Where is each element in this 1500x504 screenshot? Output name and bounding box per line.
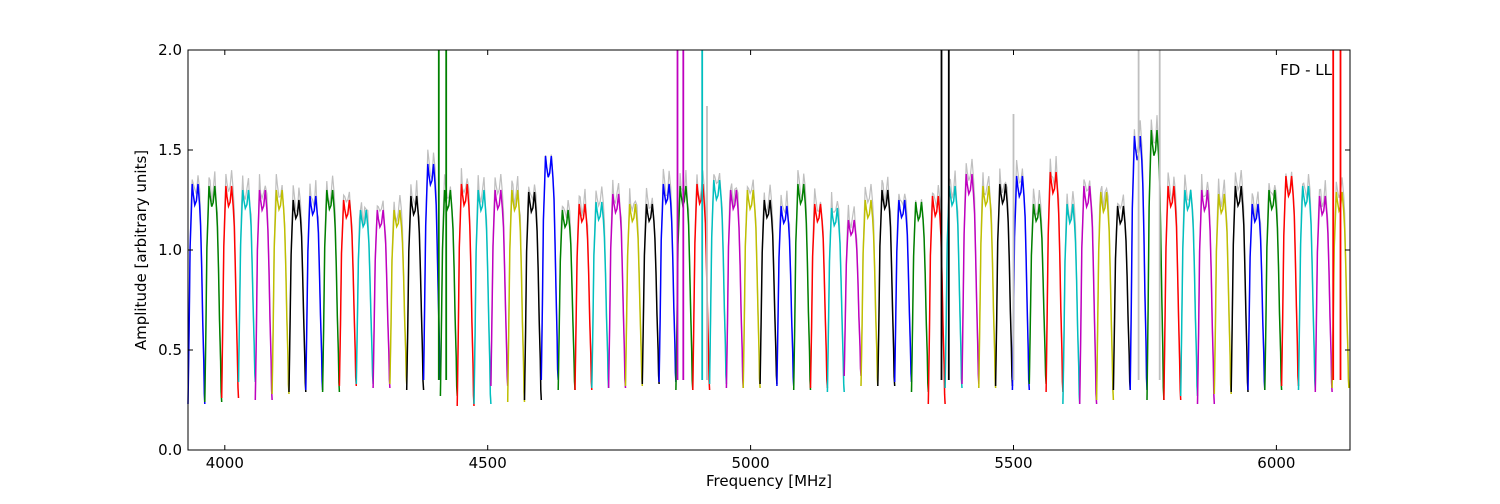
channel-trace	[826, 207, 845, 393]
channel-trace	[321, 189, 341, 393]
channel-trace	[708, 179, 728, 385]
channel-trace	[220, 185, 240, 399]
y-tick-label: 0.5	[158, 341, 182, 359]
channel-trace	[1196, 189, 1216, 405]
channel-trace	[624, 203, 644, 387]
channel-trace	[1280, 175, 1300, 387]
channel-trace	[1028, 203, 1047, 385]
channel-trace	[607, 193, 627, 389]
channel-trace	[490, 189, 509, 387]
rfi-spike-layer	[437, 50, 1342, 380]
channel-trace	[305, 195, 324, 391]
channel-trace	[1230, 185, 1249, 393]
channel-trace	[1213, 193, 1232, 395]
channel-trace	[1163, 185, 1182, 401]
channel-trace	[944, 185, 963, 389]
y-tick-label: 1.0	[158, 241, 182, 259]
channel-trace	[187, 183, 206, 405]
channel-trace	[978, 185, 997, 389]
channel-trace	[1011, 175, 1031, 391]
channel-trace	[574, 203, 593, 391]
channel-trace	[591, 201, 610, 389]
channel-trace	[927, 195, 946, 405]
channel-series-layer	[187, 129, 1350, 407]
x-tick-label: 4500	[469, 454, 507, 472]
channel-trace	[271, 189, 290, 395]
channel-trace	[204, 185, 223, 403]
y-tick-label: 0.0	[158, 441, 182, 459]
y-axis-ticks: 0.0 0.5 1.0 1.5 2.0	[158, 41, 1350, 459]
channel-trace	[473, 189, 492, 405]
channel-trace	[809, 203, 829, 389]
channel-trace	[557, 209, 576, 391]
channel-trace	[355, 209, 374, 385]
channel-trace	[540, 155, 559, 381]
channel-trace	[1264, 189, 1283, 391]
channel-trace	[456, 183, 475, 407]
channel-trace	[725, 189, 744, 389]
channel-trace	[288, 199, 307, 393]
channel-trace	[641, 203, 660, 385]
channel-trace	[1078, 185, 1098, 405]
channel-trace	[523, 191, 543, 401]
channel-trace	[506, 189, 526, 403]
channel-trace	[1045, 171, 1064, 393]
channel-trace	[893, 199, 913, 383]
channel-trace	[439, 189, 458, 397]
x-tick-label: 4000	[206, 454, 244, 472]
channel-trace	[1112, 205, 1131, 391]
channel-trace	[1095, 191, 1115, 401]
channel-trace	[860, 199, 879, 387]
channel-trace	[776, 205, 795, 387]
channel-trace	[338, 199, 358, 387]
y-tick-label: 2.0	[158, 41, 182, 59]
channel-trace	[792, 183, 812, 391]
channel-trace	[910, 201, 930, 393]
channel-trace	[994, 183, 1014, 387]
channel-trace	[372, 209, 391, 389]
channel-trace	[675, 185, 694, 391]
channel-trace	[961, 173, 980, 385]
channel-trace	[759, 199, 778, 385]
channel-trace	[1146, 129, 1165, 401]
x-tick-label: 6000	[1257, 454, 1295, 472]
channel-trace	[389, 209, 408, 385]
channel-trace	[405, 195, 425, 391]
channel-trace	[1297, 185, 1317, 391]
channel-trace	[1247, 203, 1266, 391]
y-axis-label: Amplitude [arbitrary units]	[132, 150, 150, 350]
channel-trace	[742, 189, 761, 389]
channel-trace	[1062, 203, 1081, 405]
channel-trace	[877, 189, 896, 387]
channel-trace	[1314, 195, 1333, 393]
channel-trace	[843, 219, 862, 377]
x-tick-label: 5500	[994, 454, 1032, 472]
channel-trace	[254, 189, 273, 401]
x-tick-label: 5000	[732, 454, 770, 472]
plot-annotation: FD - LL	[1280, 61, 1332, 79]
channel-trace	[658, 183, 677, 383]
x-axis-ticks: 4000 4500 5000 5500 6000	[206, 50, 1295, 472]
x-axis-label: Frequency [MHz]	[706, 472, 832, 490]
channel-trace	[237, 189, 257, 383]
plot-area	[188, 50, 1350, 450]
channel-trace	[1179, 189, 1199, 397]
y-tick-label: 1.5	[158, 141, 182, 159]
